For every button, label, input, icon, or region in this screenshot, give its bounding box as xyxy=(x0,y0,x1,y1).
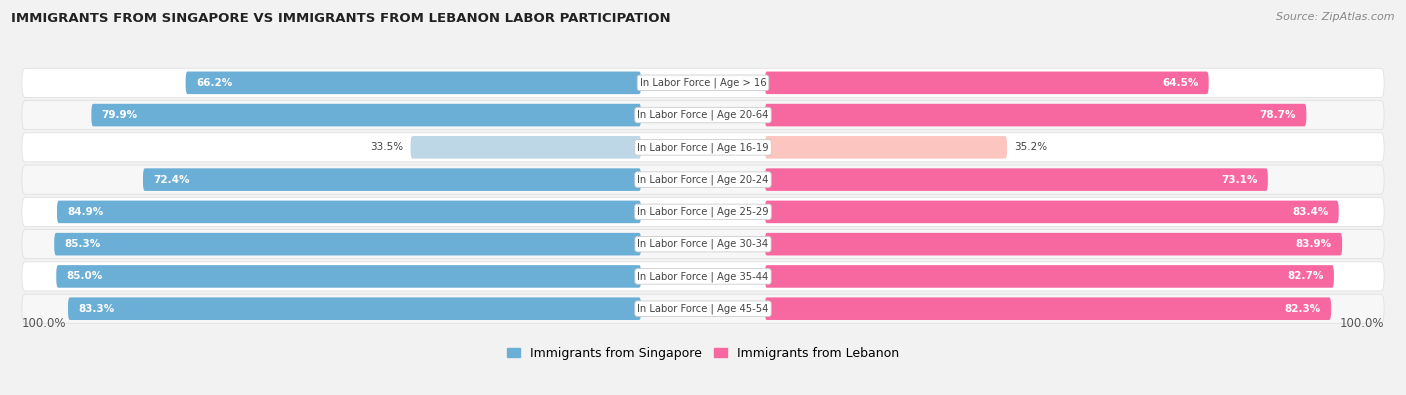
Text: 73.1%: 73.1% xyxy=(1222,175,1257,184)
Text: 35.2%: 35.2% xyxy=(1014,142,1047,152)
FancyBboxPatch shape xyxy=(22,262,1384,291)
FancyBboxPatch shape xyxy=(765,168,1268,191)
FancyBboxPatch shape xyxy=(22,68,1384,97)
Text: 82.3%: 82.3% xyxy=(1285,304,1320,314)
Text: 100.0%: 100.0% xyxy=(22,317,66,330)
Text: 33.5%: 33.5% xyxy=(371,142,404,152)
Text: 84.9%: 84.9% xyxy=(67,207,104,217)
Text: 78.7%: 78.7% xyxy=(1260,110,1296,120)
FancyBboxPatch shape xyxy=(22,198,1384,226)
Text: In Labor Force | Age 30-34: In Labor Force | Age 30-34 xyxy=(637,239,769,249)
Text: 83.9%: 83.9% xyxy=(1296,239,1331,249)
Text: 79.9%: 79.9% xyxy=(101,110,138,120)
FancyBboxPatch shape xyxy=(765,265,1334,288)
FancyBboxPatch shape xyxy=(143,168,641,191)
Text: IMMIGRANTS FROM SINGAPORE VS IMMIGRANTS FROM LEBANON LABOR PARTICIPATION: IMMIGRANTS FROM SINGAPORE VS IMMIGRANTS … xyxy=(11,12,671,25)
Text: 83.4%: 83.4% xyxy=(1292,207,1329,217)
Text: Source: ZipAtlas.com: Source: ZipAtlas.com xyxy=(1277,12,1395,22)
FancyBboxPatch shape xyxy=(22,101,1384,130)
FancyBboxPatch shape xyxy=(765,104,1306,126)
FancyBboxPatch shape xyxy=(56,265,641,288)
FancyBboxPatch shape xyxy=(765,233,1343,256)
Text: In Labor Force | Age 45-54: In Labor Force | Age 45-54 xyxy=(637,303,769,314)
FancyBboxPatch shape xyxy=(22,294,1384,323)
Text: In Labor Force | Age 20-64: In Labor Force | Age 20-64 xyxy=(637,110,769,120)
FancyBboxPatch shape xyxy=(186,71,641,94)
Text: In Labor Force | Age 16-19: In Labor Force | Age 16-19 xyxy=(637,142,769,152)
FancyBboxPatch shape xyxy=(58,201,641,223)
Text: 85.3%: 85.3% xyxy=(65,239,101,249)
FancyBboxPatch shape xyxy=(22,133,1384,162)
FancyBboxPatch shape xyxy=(55,233,641,256)
Text: 83.3%: 83.3% xyxy=(79,304,114,314)
FancyBboxPatch shape xyxy=(765,136,1007,159)
Text: 72.4%: 72.4% xyxy=(153,175,190,184)
Legend: Immigrants from Singapore, Immigrants from Lebanon: Immigrants from Singapore, Immigrants fr… xyxy=(508,347,898,360)
Text: 64.5%: 64.5% xyxy=(1161,78,1198,88)
Text: 100.0%: 100.0% xyxy=(1340,317,1384,330)
FancyBboxPatch shape xyxy=(22,165,1384,194)
Text: 82.7%: 82.7% xyxy=(1288,271,1323,281)
FancyBboxPatch shape xyxy=(22,229,1384,259)
Text: In Labor Force | Age 35-44: In Labor Force | Age 35-44 xyxy=(637,271,769,282)
FancyBboxPatch shape xyxy=(765,201,1339,223)
FancyBboxPatch shape xyxy=(67,297,641,320)
FancyBboxPatch shape xyxy=(765,297,1331,320)
Text: 66.2%: 66.2% xyxy=(195,78,232,88)
Text: In Labor Force | Age 20-24: In Labor Force | Age 20-24 xyxy=(637,174,769,185)
Text: In Labor Force | Age > 16: In Labor Force | Age > 16 xyxy=(640,77,766,88)
FancyBboxPatch shape xyxy=(411,136,641,159)
FancyBboxPatch shape xyxy=(91,104,641,126)
Text: 85.0%: 85.0% xyxy=(66,271,103,281)
FancyBboxPatch shape xyxy=(765,71,1209,94)
Text: In Labor Force | Age 25-29: In Labor Force | Age 25-29 xyxy=(637,207,769,217)
